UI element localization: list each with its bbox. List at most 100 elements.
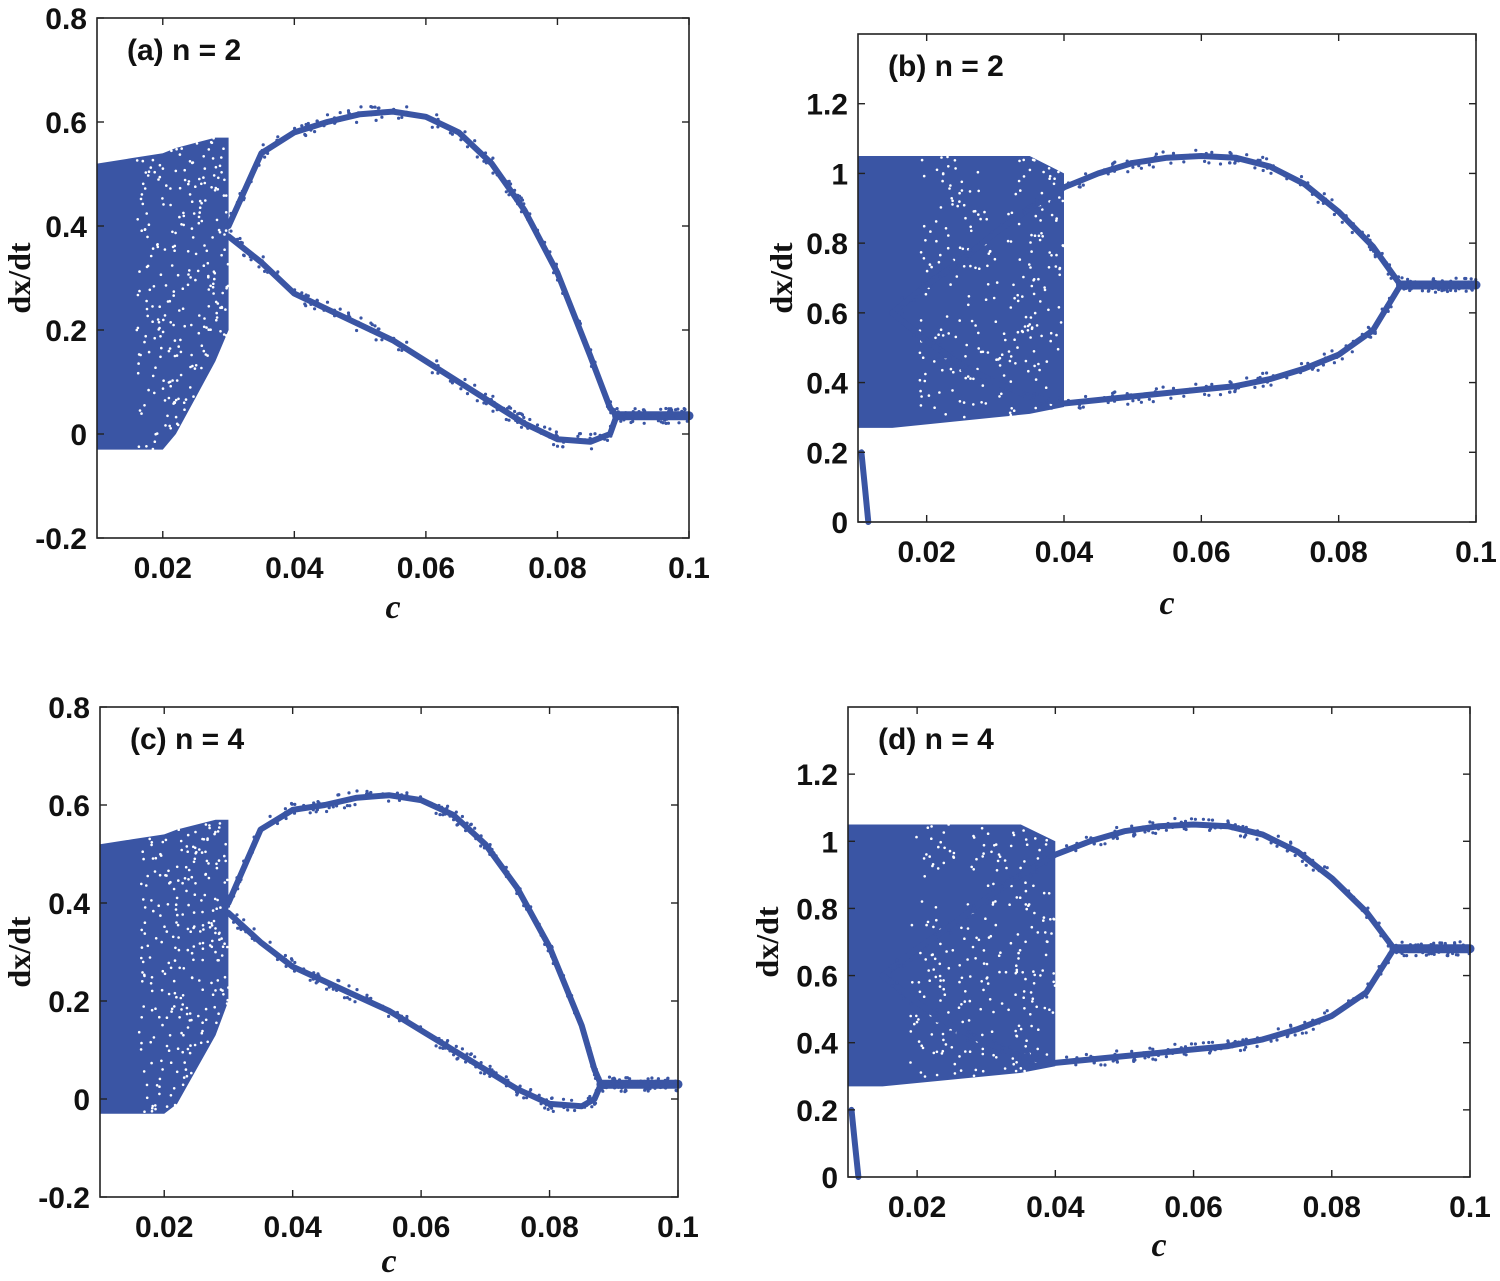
branch-point (619, 419, 623, 423)
band-gap-point (963, 1000, 967, 1003)
x-tick-label: 0.02 (135, 1211, 193, 1244)
band-gap-point (1014, 993, 1017, 996)
branch-point (985, 1046, 989, 1051)
branch-point (1023, 864, 1028, 868)
band-gap-point (183, 877, 187, 880)
band-gap-point (919, 389, 922, 393)
branch-point (1038, 859, 1042, 863)
band-gap-point (987, 252, 991, 255)
branch-point (489, 160, 494, 164)
branch-point (249, 258, 253, 262)
branch-point (1169, 161, 1173, 165)
branch-point (1176, 823, 1180, 827)
band-gap-point (201, 910, 204, 914)
branch-point (1219, 155, 1223, 160)
band-gap-point (986, 832, 990, 835)
band-gap-point (950, 1046, 954, 1049)
band-gap-point (947, 332, 950, 335)
branch-point (528, 212, 532, 216)
branch-point (469, 822, 473, 826)
branch-point (452, 376, 456, 380)
band-gap-point (194, 185, 197, 188)
branch-point (621, 412, 625, 416)
branch-point (395, 1010, 399, 1015)
branch-point (375, 111, 379, 115)
band-gap-point (223, 233, 226, 236)
band-gap-point (136, 293, 140, 297)
band-gap-point (918, 351, 922, 355)
branch-point (1203, 159, 1207, 163)
branch-point (1184, 1053, 1188, 1057)
band-gap-point (211, 157, 215, 160)
branch-point (896, 989, 901, 993)
branch-point (550, 954, 554, 958)
branch-point (1323, 1011, 1327, 1015)
band-gap-point (194, 830, 197, 834)
branch-point (1427, 952, 1431, 956)
band-gap-point (200, 182, 203, 186)
branch-point (289, 963, 293, 967)
band-gap-point (206, 261, 210, 265)
band-gap-point (142, 1070, 146, 1073)
x-tick-label: 0.08 (528, 552, 586, 585)
branch-point (950, 351, 954, 355)
band-gap-point (203, 244, 206, 247)
branch-point (498, 1075, 502, 1079)
branch-point (615, 407, 619, 411)
branch-point (1151, 165, 1155, 169)
band-gap-point (928, 855, 931, 858)
branch-point (489, 399, 494, 403)
band-gap-point (1029, 991, 1033, 994)
branch-point (482, 401, 486, 405)
branch-point (1324, 356, 1328, 360)
branch-point (1415, 948, 1419, 952)
band-gap-point (1017, 951, 1020, 955)
band-gap-point (186, 948, 190, 952)
band-gap-point (216, 830, 220, 833)
band-gap-point (1032, 292, 1036, 296)
band-gap-point (1050, 932, 1053, 935)
band-gap-point (934, 906, 938, 909)
branch-point (1244, 825, 1248, 829)
x-tick-label: 0.1 (668, 552, 710, 585)
panel-label-d: (d) n = 4 (878, 723, 994, 756)
band-gap-point (1055, 253, 1058, 257)
branch-point (1305, 857, 1309, 861)
band-gap-point (202, 155, 205, 158)
branch-point (1414, 943, 1418, 947)
branch-point (518, 1084, 522, 1088)
branch-point (649, 1084, 653, 1088)
branch-point (1078, 182, 1082, 186)
band-gap-point (1040, 232, 1043, 235)
branch-point (1029, 874, 1033, 878)
branch-point (656, 1077, 661, 1081)
y-tick-label: 0 (831, 507, 848, 540)
branch-point (1227, 156, 1231, 161)
band-gap-point (160, 346, 163, 350)
band-gap-point (986, 351, 990, 354)
band-gap-point (937, 845, 940, 849)
band-gap-point (173, 1005, 176, 1008)
branch-point (528, 906, 532, 910)
band-gap-point (182, 223, 185, 227)
band-gap-point (202, 325, 206, 329)
branch-point (958, 256, 962, 260)
y-tick-label: 0.2 (796, 1095, 838, 1128)
band-gap-point (187, 273, 190, 276)
band-gap-point (1023, 1007, 1026, 1010)
branch-point (400, 1014, 404, 1018)
branch-point (1379, 972, 1383, 976)
branch-point (473, 383, 477, 387)
band-gap-point (138, 409, 142, 412)
band-gap-point (196, 269, 200, 273)
branch-point (463, 130, 467, 134)
branch-point (1154, 831, 1158, 836)
band-gap-point (214, 186, 218, 190)
band-gap-point (181, 307, 185, 311)
band-gap-point (175, 896, 179, 900)
branch-point (1081, 183, 1085, 187)
branch-point (267, 947, 271, 951)
band-gap-point (985, 977, 988, 980)
branch-point (956, 1031, 960, 1035)
branch-point (363, 999, 367, 1003)
